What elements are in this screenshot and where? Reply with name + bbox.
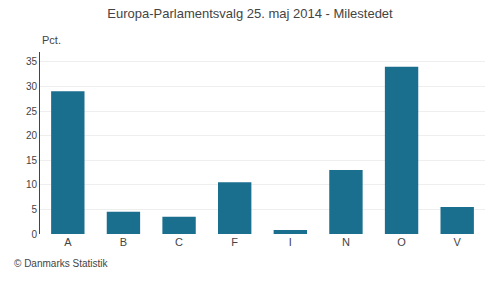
svg-text:F: F xyxy=(231,236,238,248)
svg-text:25: 25 xyxy=(26,106,38,117)
svg-text:10: 10 xyxy=(26,179,38,190)
svg-text:5: 5 xyxy=(31,204,37,215)
svg-text:20: 20 xyxy=(26,130,38,141)
svg-text:I: I xyxy=(289,236,292,248)
svg-text:Pct.: Pct. xyxy=(42,34,61,46)
svg-text:0: 0 xyxy=(31,229,37,240)
svg-text:O: O xyxy=(397,236,406,248)
svg-text:V: V xyxy=(454,236,462,248)
svg-text:30: 30 xyxy=(26,81,38,92)
svg-text:B: B xyxy=(120,236,127,248)
svg-text:15: 15 xyxy=(26,155,38,166)
svg-text:C: C xyxy=(175,236,183,248)
svg-text:35: 35 xyxy=(26,56,38,67)
svg-text:Europa-Parlamentsvalg 25. maj: Europa-Parlamentsvalg 25. maj 2014 - Mil… xyxy=(107,6,393,21)
svg-text:N: N xyxy=(342,236,350,248)
svg-text:A: A xyxy=(64,236,72,248)
svg-text:© Danmarks Statistik: © Danmarks Statistik xyxy=(14,258,109,269)
